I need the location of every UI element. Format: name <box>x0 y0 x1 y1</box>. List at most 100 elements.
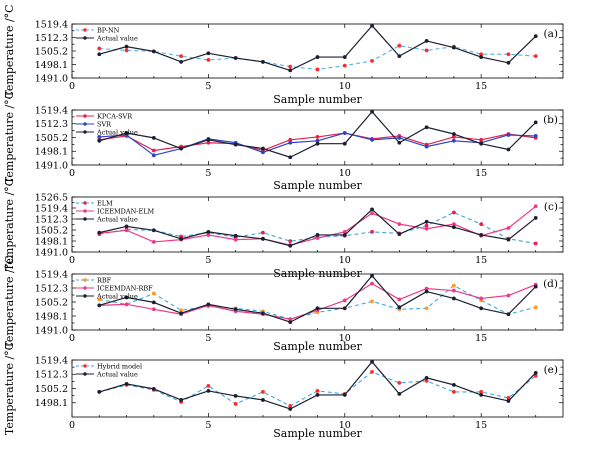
series-iceemdan-elm <box>97 204 538 247</box>
data-point <box>533 284 538 289</box>
y-tick-label: 1498.1 <box>35 236 68 247</box>
data-point <box>179 59 184 64</box>
data-point <box>342 141 347 146</box>
data-point <box>151 148 156 153</box>
series-actual-value <box>97 273 538 325</box>
x-tick-label: 0 <box>69 255 75 266</box>
data-point <box>261 390 265 394</box>
x-tick-label: 5 <box>205 333 211 344</box>
data-point <box>451 382 456 387</box>
series-actual-value <box>97 207 538 248</box>
data-point <box>370 369 374 374</box>
data-point <box>288 140 293 145</box>
panel-label: (e) <box>544 364 558 376</box>
legend-label: Actual value <box>96 370 138 378</box>
x-tick-label: 5 <box>205 420 211 431</box>
data-point <box>370 58 374 63</box>
legend-label: RBF <box>97 276 112 284</box>
x-tick-label: 5 <box>205 168 211 179</box>
legend-marker <box>83 372 87 376</box>
data-point <box>151 307 156 312</box>
legend-marker <box>83 217 87 221</box>
x-tick-label: 0 <box>69 333 75 344</box>
data-point <box>506 399 511 403</box>
data-point <box>151 153 156 158</box>
series-line <box>99 25 537 71</box>
data-point <box>315 236 320 240</box>
data-point <box>206 51 211 56</box>
data-point <box>397 392 402 396</box>
y-tick-label: 1491.0 <box>35 73 68 84</box>
data-point <box>124 302 129 307</box>
data-point <box>424 125 429 130</box>
data-point <box>342 229 347 234</box>
y-axis-label: Temperature /°C <box>3 342 16 435</box>
data-point <box>451 283 456 288</box>
data-point <box>151 387 156 391</box>
panel-label: (a) <box>544 28 558 40</box>
y-tick-label: 1505.2 <box>35 297 68 308</box>
data-point <box>533 34 538 39</box>
y-tick-label: 1498.1 <box>35 147 68 158</box>
data-point <box>261 230 265 235</box>
data-point <box>124 44 129 49</box>
panel-label: (b) <box>543 114 558 126</box>
y-axis-label: Temperature /°C <box>3 91 16 184</box>
series-iceemdan-rbf <box>97 281 538 322</box>
legend-marker <box>83 209 87 213</box>
data-point <box>342 55 347 59</box>
data-point <box>451 135 456 139</box>
legend-marker <box>83 122 87 126</box>
data-point <box>261 146 265 151</box>
data-point <box>533 54 538 59</box>
data-point <box>288 407 293 411</box>
data-point <box>315 306 320 311</box>
series-line <box>99 211 536 245</box>
data-point <box>288 64 293 69</box>
series-actual-value <box>97 359 538 411</box>
series-svr <box>97 131 538 158</box>
x-tick-label: 0 <box>69 81 75 92</box>
data-point <box>451 138 456 143</box>
data-point <box>151 135 156 140</box>
data-point <box>97 52 102 57</box>
data-point <box>533 373 538 378</box>
y-tick-label: 1512.3 <box>35 214 68 225</box>
data-point <box>233 307 238 312</box>
data-point <box>288 137 293 142</box>
data-point <box>315 393 320 397</box>
series-elm <box>97 210 538 246</box>
data-point <box>424 144 429 149</box>
data-point <box>424 39 429 43</box>
data-point <box>342 131 347 135</box>
x-tick-label: 5 <box>205 255 211 266</box>
data-point <box>261 311 265 316</box>
y-tick-label: 1498.1 <box>35 398 68 409</box>
data-point <box>479 222 484 227</box>
data-point <box>370 23 374 28</box>
data-point <box>451 222 456 227</box>
data-point <box>533 120 538 125</box>
data-point <box>397 380 402 385</box>
x-tick-label: 10 <box>339 81 351 92</box>
data-point <box>370 109 374 114</box>
data-point <box>261 236 265 241</box>
data-point <box>97 303 102 308</box>
data-point <box>424 378 429 383</box>
series-line <box>99 111 537 158</box>
data-point <box>342 298 347 303</box>
data-point <box>479 233 484 237</box>
data-point <box>315 389 320 393</box>
y-tick-label: 1512.3 <box>35 283 68 294</box>
data-point <box>206 140 211 145</box>
legend-label: ELM <box>97 199 113 207</box>
data-point <box>288 320 293 325</box>
data-point <box>179 146 184 151</box>
x-tick-label: 0 <box>69 420 75 431</box>
data-point <box>451 225 456 230</box>
data-point <box>451 210 456 215</box>
data-point <box>206 389 211 393</box>
legend-marker <box>83 201 87 205</box>
